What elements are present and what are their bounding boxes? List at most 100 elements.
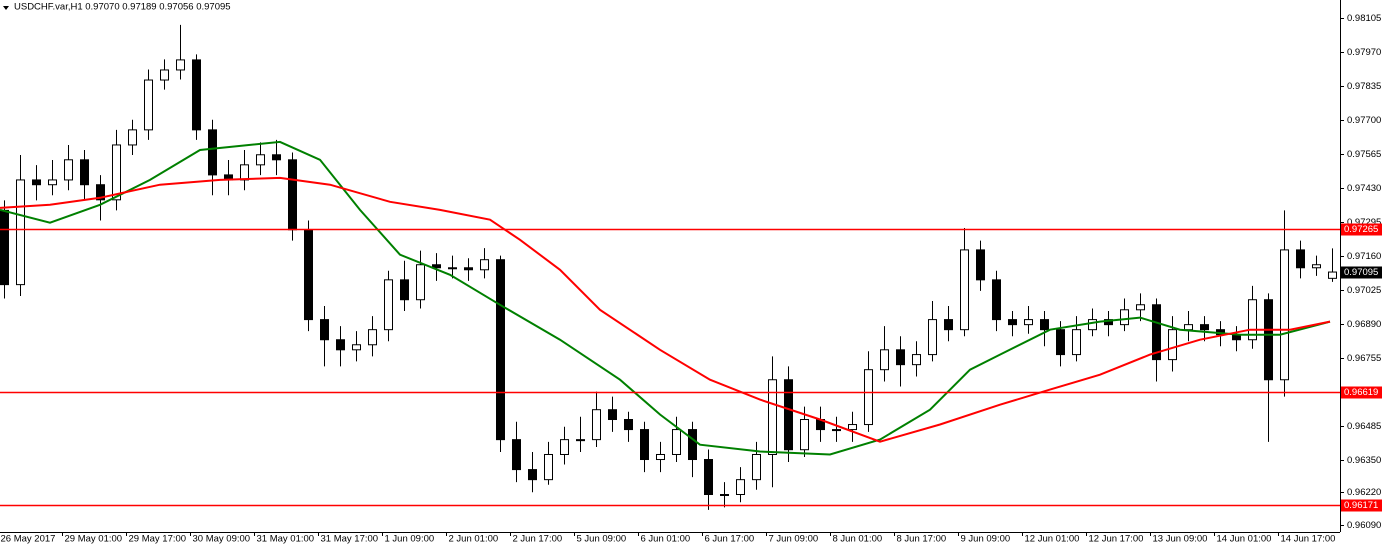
candle-body (112, 144, 121, 201)
candle-body (720, 494, 729, 497)
candle-body (368, 329, 377, 346)
candle-body (1264, 299, 1273, 381)
candle-body (432, 264, 441, 269)
candle-body (1248, 299, 1257, 341)
candle-body (256, 154, 265, 166)
candle-body (80, 159, 89, 186)
x-tick-label: 1 Jun 09:00 (385, 534, 435, 545)
candle-body (976, 249, 985, 281)
candle-body (672, 429, 681, 455)
x-tick-label: 30 May 09:00 (193, 534, 251, 545)
candle-body (192, 59, 201, 131)
candle-body (736, 479, 745, 496)
candle-body (608, 409, 617, 421)
candle-body (1328, 271, 1337, 279)
candle-body (352, 344, 361, 351)
candle-body (512, 439, 521, 471)
y-tick-label: 0.96350 (1347, 455, 1381, 466)
candle-body (304, 229, 313, 321)
x-tick-label: 8 Jun 17:00 (897, 534, 947, 545)
y-tick-label: 0.96890 (1347, 319, 1381, 330)
y-tick-label: 0.97430 (1347, 183, 1381, 194)
y-tick-label: 0.97700 (1347, 115, 1381, 126)
x-tick-label: 14 Jun 17:00 (1281, 534, 1336, 545)
y-tick-label: 0.96220 (1347, 487, 1381, 498)
y-tick-label: 0.97565 (1347, 149, 1381, 160)
candle-body (32, 179, 41, 186)
candle-body (864, 369, 873, 426)
candle-body (64, 159, 73, 181)
candle-body (336, 339, 345, 351)
candle-body (800, 419, 809, 451)
candle-body (208, 129, 217, 176)
candle-body (96, 184, 105, 201)
candle-body (1072, 329, 1081, 356)
x-tick-label: 31 May 01:00 (257, 534, 315, 545)
candle-body (960, 249, 969, 331)
x-tick-label: 31 May 17:00 (321, 534, 379, 545)
x-tick-label: 9 Jun 09:00 (961, 534, 1011, 545)
candle-body (1200, 324, 1209, 331)
x-tick-label: 2 Jun 01:00 (449, 534, 499, 545)
candle-body (1280, 249, 1289, 381)
candle-body (880, 349, 889, 371)
y-tick-label: 0.96485 (1347, 421, 1381, 432)
candle-body (592, 409, 601, 441)
candle-body (1296, 249, 1305, 269)
candle-body (1008, 319, 1017, 326)
y-tick-label: 0.96090 (1347, 520, 1381, 531)
candle-body (1168, 329, 1177, 361)
level-label: 0.97265 (1344, 224, 1378, 235)
x-tick-label: 6 Jun 01:00 (641, 534, 691, 545)
level-label-box (1341, 499, 1382, 512)
x-tick-label: 5 Jun 09:00 (577, 534, 627, 545)
level-label-box (1341, 223, 1382, 236)
candle-body (624, 419, 633, 431)
candle-body (480, 259, 489, 271)
y-tick-label: 0.97970 (1347, 47, 1381, 58)
candle-body (1056, 329, 1065, 356)
candle-body (240, 164, 249, 181)
moving-average (0, 140, 1331, 456)
candle-body (992, 279, 1001, 321)
candle-body (928, 319, 937, 356)
chart-title: USDCHF.var,H1 0.97070 0.97189 0.97056 0.… (14, 2, 231, 13)
y-tick-label: 0.97160 (1347, 251, 1381, 262)
x-tick-label: 6 Jun 17:00 (705, 534, 755, 545)
candle-body (288, 159, 297, 231)
level-label-box (1341, 386, 1382, 399)
candle-body (688, 429, 697, 461)
y-tick-label: 0.98105 (1347, 13, 1381, 24)
candle-body (656, 453, 665, 461)
candle-body (752, 453, 761, 481)
x-tick-label: 2 Jun 17:00 (513, 534, 563, 545)
candle-body (384, 279, 393, 331)
candle-body (1088, 319, 1097, 331)
candle-body (640, 429, 649, 461)
last-price-label: 0.97095 (1344, 267, 1378, 278)
x-tick-label: 26 May 2017 (1, 534, 56, 545)
candle-body (448, 267, 457, 270)
candle-body (912, 354, 921, 366)
candle-body (1024, 319, 1033, 326)
candle-body (400, 279, 409, 301)
candle-body (16, 179, 25, 286)
candle-body (544, 453, 553, 481)
x-tick-label: 12 Jun 01:00 (1025, 534, 1080, 545)
candle-body (464, 267, 473, 271)
menu-arrow[interactable] (3, 6, 9, 10)
candle-body (528, 469, 537, 481)
y-tick-label: 0.97025 (1347, 285, 1381, 296)
candle-body (1136, 304, 1145, 311)
x-tick-label: 29 May 17:00 (129, 534, 187, 545)
x-tick-label: 12 Jun 17:00 (1089, 534, 1144, 545)
level-label: 0.96171 (1344, 500, 1378, 511)
last-price-box (1341, 266, 1382, 279)
y-tick-label: 0.96755 (1347, 353, 1381, 364)
candle-body (1184, 324, 1193, 331)
candle-body (944, 319, 953, 331)
candle-body (768, 379, 777, 455)
level-label: 0.96619 (1344, 387, 1378, 398)
candle-body (1152, 304, 1161, 361)
